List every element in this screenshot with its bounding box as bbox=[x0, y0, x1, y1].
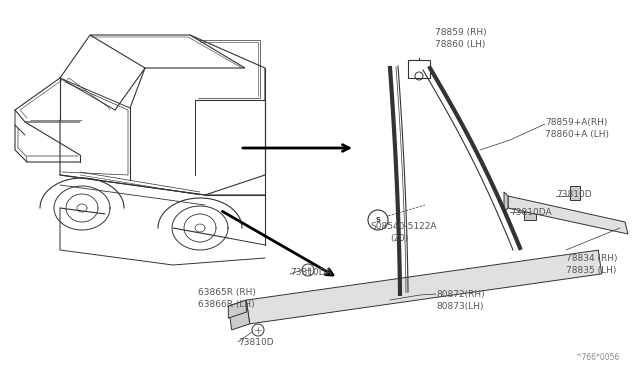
Text: 78835 (LH): 78835 (LH) bbox=[566, 266, 616, 275]
Text: 78859 (RH): 78859 (RH) bbox=[435, 28, 486, 37]
Text: 78860+A (LH): 78860+A (LH) bbox=[545, 130, 609, 139]
Text: 78860 (LH): 78860 (LH) bbox=[435, 40, 485, 49]
Text: ^766*0056: ^766*0056 bbox=[575, 353, 620, 362]
FancyBboxPatch shape bbox=[524, 204, 536, 220]
Text: (20): (20) bbox=[390, 234, 408, 243]
Text: 63866R (LH): 63866R (LH) bbox=[198, 300, 255, 309]
Polygon shape bbox=[504, 192, 508, 212]
Text: 78859+A(RH): 78859+A(RH) bbox=[545, 118, 607, 127]
Text: S: S bbox=[376, 217, 381, 223]
Polygon shape bbox=[508, 196, 628, 234]
Text: 80872(RH): 80872(RH) bbox=[436, 290, 484, 299]
FancyBboxPatch shape bbox=[408, 60, 430, 78]
FancyBboxPatch shape bbox=[570, 186, 580, 200]
Text: 73810DA: 73810DA bbox=[290, 268, 332, 277]
Polygon shape bbox=[246, 250, 602, 324]
Text: 73810DA: 73810DA bbox=[510, 208, 552, 217]
Polygon shape bbox=[228, 300, 250, 330]
Text: 63865R (RH): 63865R (RH) bbox=[198, 288, 256, 297]
Polygon shape bbox=[228, 300, 246, 318]
Text: 73810D: 73810D bbox=[556, 190, 591, 199]
Text: S08540-5122A: S08540-5122A bbox=[370, 222, 436, 231]
Text: 78834 (RH): 78834 (RH) bbox=[566, 254, 618, 263]
Text: 73810D: 73810D bbox=[238, 338, 274, 347]
Text: 80873(LH): 80873(LH) bbox=[436, 302, 483, 311]
